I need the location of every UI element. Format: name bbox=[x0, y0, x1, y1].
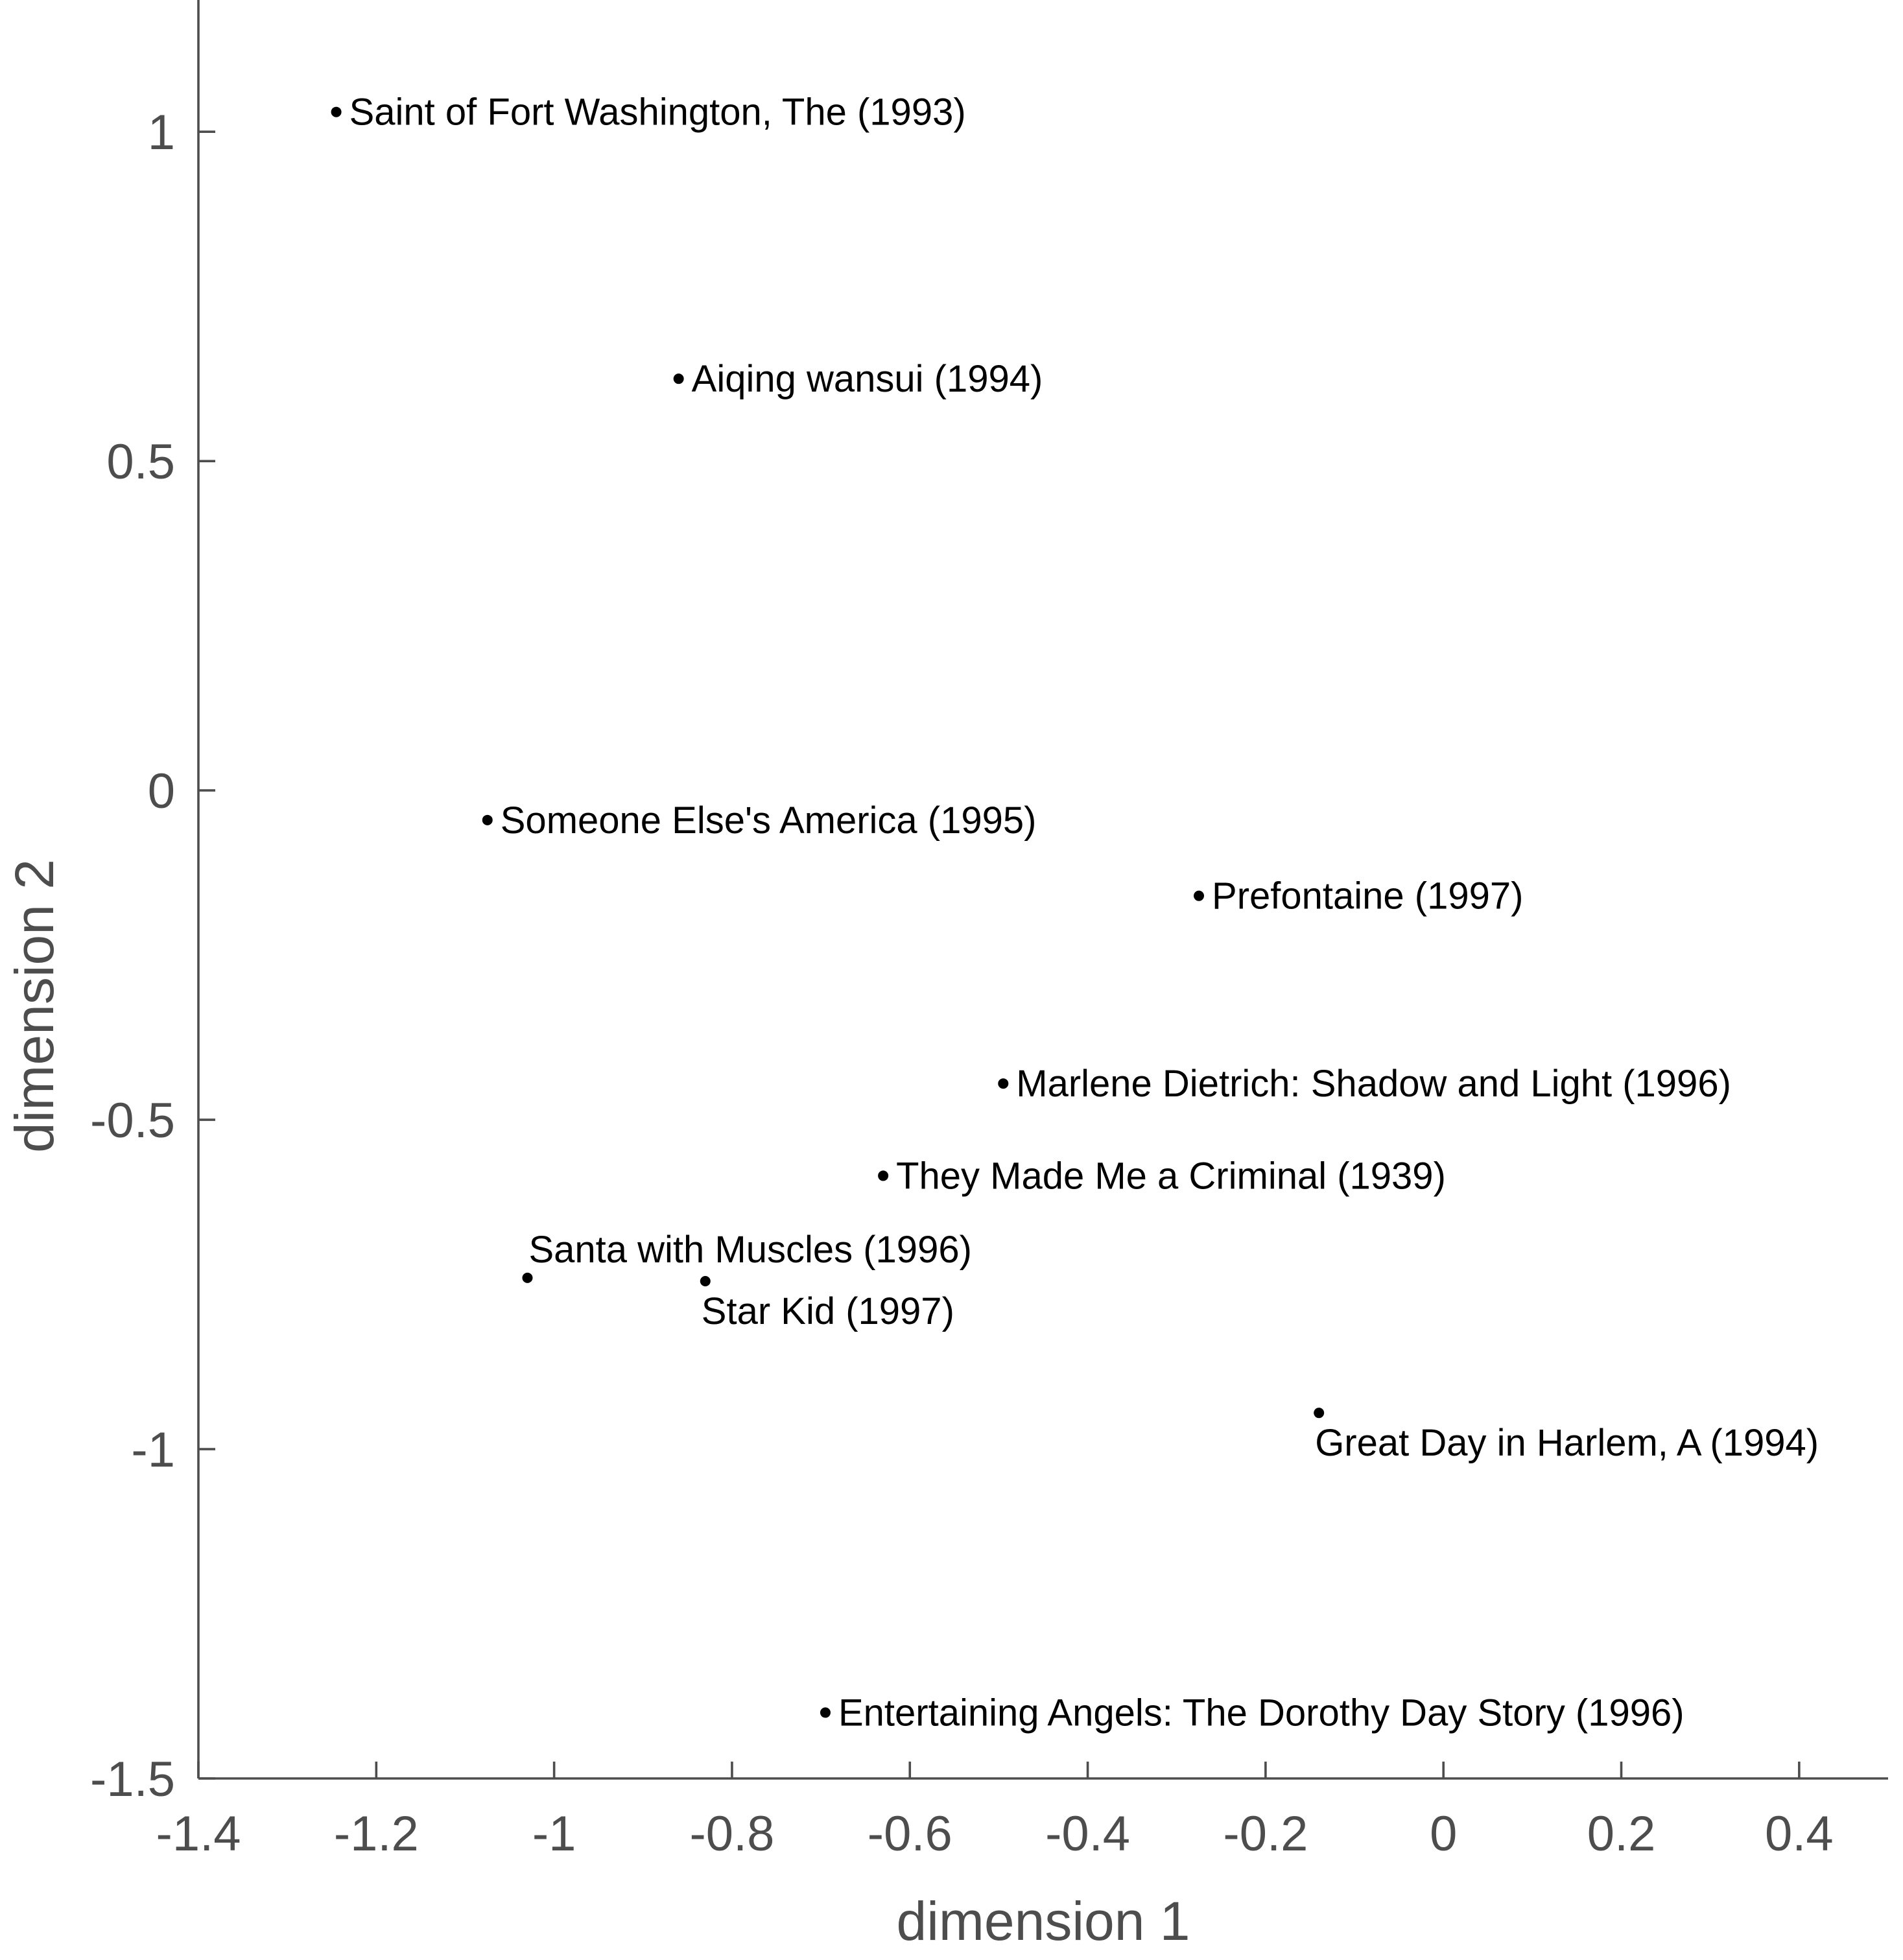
data-point-label: Prefontaine (1997) bbox=[1212, 875, 1523, 917]
data-point-label: Saint of Fort Washington, The (1993) bbox=[349, 91, 966, 134]
y-ticks: 1 0.5 0 -0.5 -1 -1.5 bbox=[90, 105, 215, 1807]
y-tick-label: -1 bbox=[131, 1423, 175, 1478]
data-point bbox=[1314, 1408, 1325, 1419]
data-point bbox=[998, 1078, 1009, 1089]
data-point bbox=[878, 1170, 889, 1181]
data-points: Saint of Fort Washington, The (1993) Aiqi… bbox=[331, 91, 1819, 1734]
x-ticks: -1.4 -1.2 -1 -0.8 -0.6 -0.4 -0.2 0 0.2 0.4 bbox=[156, 1762, 1834, 1861]
x-tick-label: 0.2 bbox=[1587, 1806, 1656, 1861]
axes bbox=[197, 0, 1888, 1780]
data-point bbox=[331, 106, 342, 117]
x-tick-label: -1 bbox=[532, 1806, 576, 1861]
data-point-label: Aiqing wansui (1994) bbox=[692, 358, 1043, 400]
x-axis-title: dimension 1 bbox=[897, 1891, 1190, 1952]
x-tick-label: -1.2 bbox=[334, 1806, 419, 1861]
x-tick-label: -0.8 bbox=[689, 1806, 774, 1861]
x-tick-label: -0.4 bbox=[1045, 1806, 1130, 1861]
data-point bbox=[820, 1707, 831, 1718]
y-tick-label: -0.5 bbox=[90, 1093, 175, 1148]
data-point-label: Santa with Muscles (1996) bbox=[528, 1229, 971, 1271]
y-tick-label: 1 bbox=[148, 105, 175, 160]
x-tick-label: -0.6 bbox=[868, 1806, 952, 1861]
data-point-label: Someone Else's America (1995) bbox=[501, 799, 1037, 842]
y-tick-label: -1.5 bbox=[90, 1752, 175, 1807]
data-point bbox=[673, 373, 684, 384]
data-point-label: They Made Me a Criminal (1939) bbox=[896, 1155, 1446, 1197]
data-point bbox=[482, 814, 493, 825]
data-point-label: Marlene Dietrich: Shadow and Light (1996… bbox=[1016, 1063, 1731, 1105]
data-point bbox=[700, 1275, 711, 1286]
x-tick-label: -0.2 bbox=[1223, 1806, 1308, 1861]
x-tick-label: 0 bbox=[1430, 1806, 1457, 1861]
data-point-label: Great Day in Harlem, A (1994) bbox=[1315, 1422, 1819, 1464]
data-point bbox=[1194, 890, 1205, 901]
y-tick-label: 0 bbox=[148, 764, 175, 819]
y-axis-title: dimension 2 bbox=[4, 859, 65, 1153]
data-point-label: Star Kid (1997) bbox=[702, 1290, 954, 1332]
data-point-label: Entertaining Angels: The Dorothy Day Sto… bbox=[838, 1692, 1684, 1734]
y-tick-label: 0.5 bbox=[106, 434, 175, 490]
x-tick-label: 0.4 bbox=[1765, 1806, 1834, 1861]
x-tick-label: -1.4 bbox=[156, 1806, 241, 1861]
data-point bbox=[522, 1272, 533, 1283]
